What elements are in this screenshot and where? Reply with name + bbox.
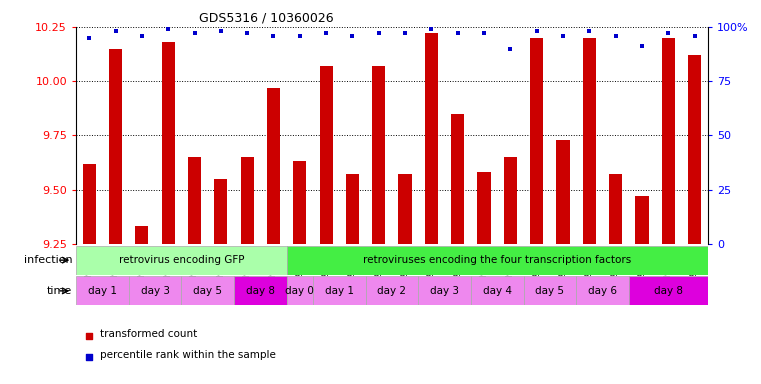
Bar [287, 246, 708, 275]
Bar [661, 38, 675, 244]
Point [557, 33, 569, 39]
Point [135, 263, 148, 269]
Point [162, 26, 174, 32]
Point [83, 35, 95, 41]
Point [110, 28, 122, 34]
Text: day 5: day 5 [535, 286, 565, 296]
Bar [419, 276, 471, 305]
Point [267, 33, 279, 39]
Text: transformed count: transformed count [100, 329, 198, 339]
Bar [161, 42, 175, 244]
Point [346, 33, 358, 39]
Bar [504, 157, 517, 244]
Point [583, 28, 595, 34]
Point [610, 33, 622, 39]
Text: day 8: day 8 [654, 286, 683, 296]
Point [505, 46, 517, 52]
Bar [583, 38, 596, 244]
Bar [129, 276, 181, 305]
Point [241, 30, 253, 36]
Bar [76, 246, 287, 275]
Bar [215, 179, 228, 244]
Bar [76, 276, 129, 305]
Bar [556, 140, 569, 244]
Bar [471, 276, 524, 305]
Point [294, 33, 306, 39]
Point [662, 30, 674, 36]
Text: day 1: day 1 [325, 286, 354, 296]
Text: day 0: day 0 [285, 286, 314, 296]
Bar [83, 164, 96, 244]
Point [135, 33, 148, 39]
Bar [688, 55, 701, 244]
Text: day 6: day 6 [588, 286, 617, 296]
Bar [109, 48, 123, 244]
Text: time: time [47, 286, 72, 296]
Point [478, 30, 490, 36]
Text: day 5: day 5 [193, 286, 222, 296]
Point [135, 284, 148, 290]
Text: percentile rank within the sample: percentile rank within the sample [100, 350, 276, 360]
Bar [635, 196, 648, 244]
Point [689, 33, 701, 39]
Bar [313, 276, 365, 305]
Text: day 3: day 3 [141, 286, 170, 296]
Bar [234, 276, 287, 305]
Bar [135, 227, 148, 244]
Text: GDS5316 / 10360026: GDS5316 / 10360026 [199, 12, 333, 25]
Text: retroviruses encoding the four transcription factors: retroviruses encoding the four transcrip… [363, 255, 632, 265]
Text: day 8: day 8 [246, 286, 275, 296]
Bar [287, 276, 313, 305]
Point [451, 30, 463, 36]
Text: day 4: day 4 [482, 286, 511, 296]
Text: day 3: day 3 [430, 286, 459, 296]
Text: day 1: day 1 [88, 286, 117, 296]
Text: day 2: day 2 [377, 286, 406, 296]
Bar [477, 172, 491, 244]
Bar [345, 174, 359, 244]
Point [399, 30, 411, 36]
Bar [524, 276, 576, 305]
Point [425, 26, 438, 32]
Point [636, 43, 648, 50]
Bar [188, 157, 201, 244]
Bar [267, 88, 280, 244]
Bar [181, 276, 234, 305]
Text: retrovirus encoding GFP: retrovirus encoding GFP [119, 255, 244, 265]
Bar [399, 174, 412, 244]
Bar [425, 33, 438, 244]
Point [215, 28, 227, 34]
Bar [576, 276, 629, 305]
Text: infection: infection [24, 255, 72, 265]
Bar [240, 157, 253, 244]
Bar [365, 276, 419, 305]
Point [530, 28, 543, 34]
Point [320, 30, 333, 36]
Bar [320, 66, 333, 244]
Bar [530, 38, 543, 244]
Bar [372, 66, 385, 244]
Point [373, 30, 385, 36]
Point [189, 30, 201, 36]
Bar [293, 161, 307, 244]
Bar [609, 174, 622, 244]
Bar [629, 276, 708, 305]
Bar [451, 114, 464, 244]
